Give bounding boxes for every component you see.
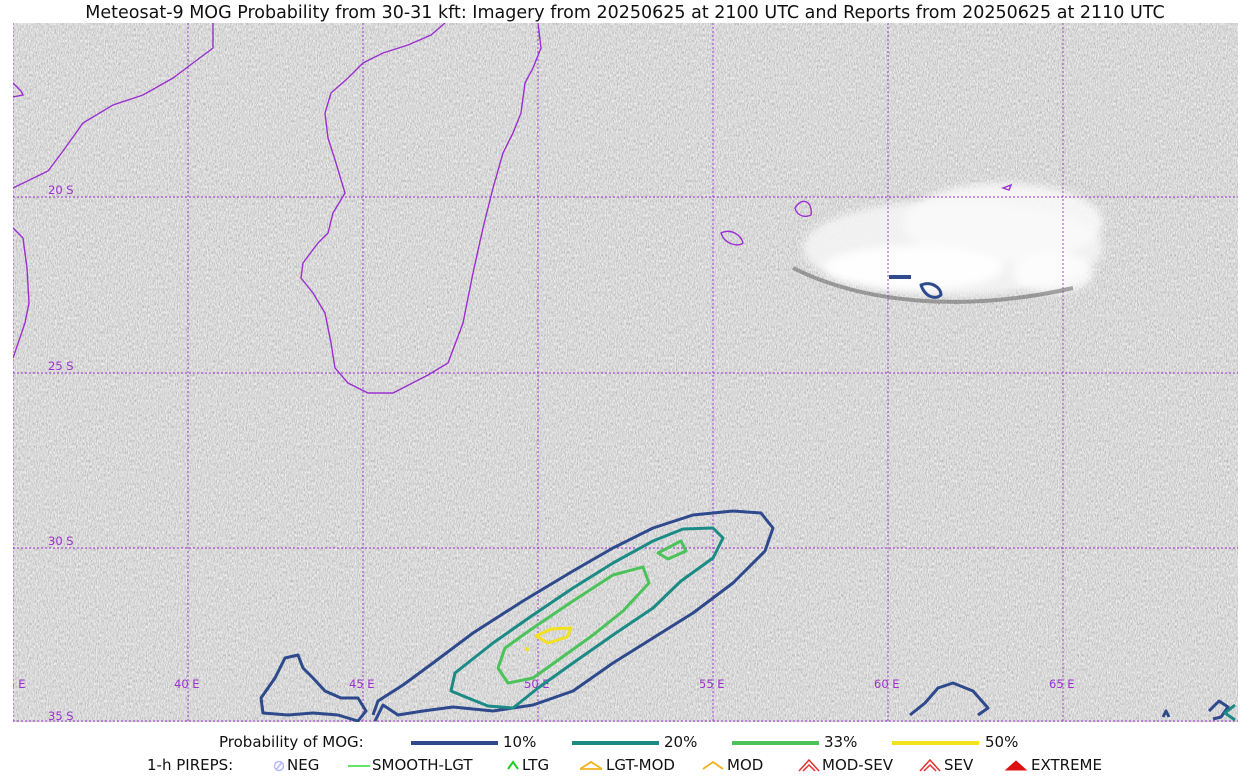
- lgt-mod-caret-icon: [579, 760, 603, 770]
- mod-sev-caret-icon: [798, 758, 820, 772]
- contour-10-southeast: [909, 681, 990, 717]
- lon-label: 35 E: [13, 677, 26, 691]
- lat-label: 25 S: [48, 359, 74, 373]
- contour-10-cloud-ring: [919, 282, 943, 299]
- neg-circle-icon: [273, 760, 285, 772]
- pirep-label: EXTREME: [1031, 756, 1102, 774]
- legend-level-label: 10%: [503, 733, 537, 751]
- contour-10-edge-b: [1207, 699, 1230, 721]
- contour-33-small: [656, 539, 688, 561]
- contour-33-main: [496, 565, 651, 685]
- cloud-shadow: [792, 266, 1074, 304]
- pirep-smooth-lgt: SMOOTH-LGT: [347, 756, 473, 774]
- lon-label: 60 E: [874, 677, 900, 691]
- pirep-neg: NEG: [272, 756, 319, 774]
- bright-cloud-mass: [803, 183, 1103, 296]
- contour-10-main: [371, 509, 775, 722]
- satellite-imagery: [13, 23, 1238, 722]
- pirep-ltg: LTG: [505, 756, 549, 774]
- reunion-coastline: [720, 230, 744, 246]
- map-title: Meteosat-9 MOG Probability from 30-31 kf…: [85, 3, 1165, 23]
- pirep-sev: SEV: [917, 756, 973, 774]
- lon-label: 65 E: [1049, 677, 1075, 691]
- pirep-label: NEG: [287, 756, 320, 774]
- lon-label: 40 E: [174, 677, 200, 691]
- pirep-extreme: EXTREME: [1003, 756, 1102, 774]
- probability-legend-label: Probability of MOG:: [219, 733, 364, 751]
- legend-swatch-33: [732, 741, 819, 745]
- pirep-mod: MOD: [700, 756, 763, 774]
- mozambique-coastline: [13, 23, 214, 189]
- cloud-streaks: [42, 86, 1238, 705]
- pirep-label: LGT-MOD: [606, 756, 675, 774]
- sev-caret-icon: [919, 758, 941, 772]
- contour-10-west: [259, 653, 368, 722]
- legend-level-label: 33%: [824, 733, 858, 751]
- pirep-legend-label: 1-h PIREPS:: [147, 756, 234, 774]
- mauritius-coastline: [794, 200, 812, 217]
- lat-label: 30 S: [48, 534, 74, 548]
- coastlines: [13, 23, 1013, 394]
- pirep-label: MOD-SEV: [822, 756, 893, 774]
- contour-50-main: [534, 626, 573, 645]
- lat-labels: 20 S 25 S 30 S 35 S: [48, 183, 74, 722]
- legend-swatch-50: [892, 741, 979, 745]
- pirep-label: MOD: [727, 756, 764, 774]
- lon-labels: 35 E 40 E 45 E 50 E 55 E 60 E 65 E: [13, 677, 1075, 691]
- mod-caret-icon: [702, 760, 724, 770]
- lon-label: 55 E: [699, 677, 725, 691]
- legend-swatch-20: [572, 741, 659, 745]
- contour-20-edge: [1223, 703, 1236, 722]
- pirep-legend: 1-h PIREPS: NEG SMOOTH-LGT LTG LGT-MOD M…: [0, 756, 1250, 776]
- lon-label: 45 E: [349, 677, 375, 691]
- satellite-map[interactable]: 20 S 25 S 30 S 35 S 35 E 40 E 45 E 50 E …: [13, 23, 1238, 722]
- probability-legend: Probability of MOG: 10% 20% 33% 50%: [0, 733, 1250, 753]
- legend-swatch-10: [411, 741, 498, 745]
- pirep-mod-sev: MOD-SEV: [796, 756, 893, 774]
- pirep-label: SEV: [944, 756, 974, 774]
- contour-10-edge-a: [1161, 709, 1171, 718]
- lat-label: 35 S: [48, 709, 74, 722]
- rodrigues-coastline: [1000, 183, 1013, 191]
- mozambique-inlet: [13, 82, 25, 98]
- mog-contours: [259, 275, 1236, 722]
- contour-20-main: [449, 526, 725, 710]
- contour-50-dot: [525, 647, 529, 651]
- lat-lon-grid: [13, 23, 1238, 722]
- lon-label: 50 E: [524, 677, 550, 691]
- smooth-lgt-line-icon: [348, 765, 370, 767]
- legend-level-label: 50%: [985, 733, 1019, 751]
- pirep-label: SMOOTH-LGT: [372, 756, 473, 774]
- lat-label: 20 S: [48, 183, 74, 197]
- pirep-lgt-mod: LGT-MOD: [578, 756, 675, 774]
- map-svg: 20 S 25 S 30 S 35 S 35 E 40 E 45 E 50 E …: [13, 23, 1238, 722]
- pirep-label: LTG: [522, 756, 550, 774]
- ltg-caret-icon: [507, 760, 519, 770]
- madagascar-coastline: [300, 23, 542, 394]
- legend-level-label: 20%: [664, 733, 698, 751]
- africa-west-coastline: [13, 227, 30, 359]
- extreme-caret-icon: [1004, 760, 1028, 771]
